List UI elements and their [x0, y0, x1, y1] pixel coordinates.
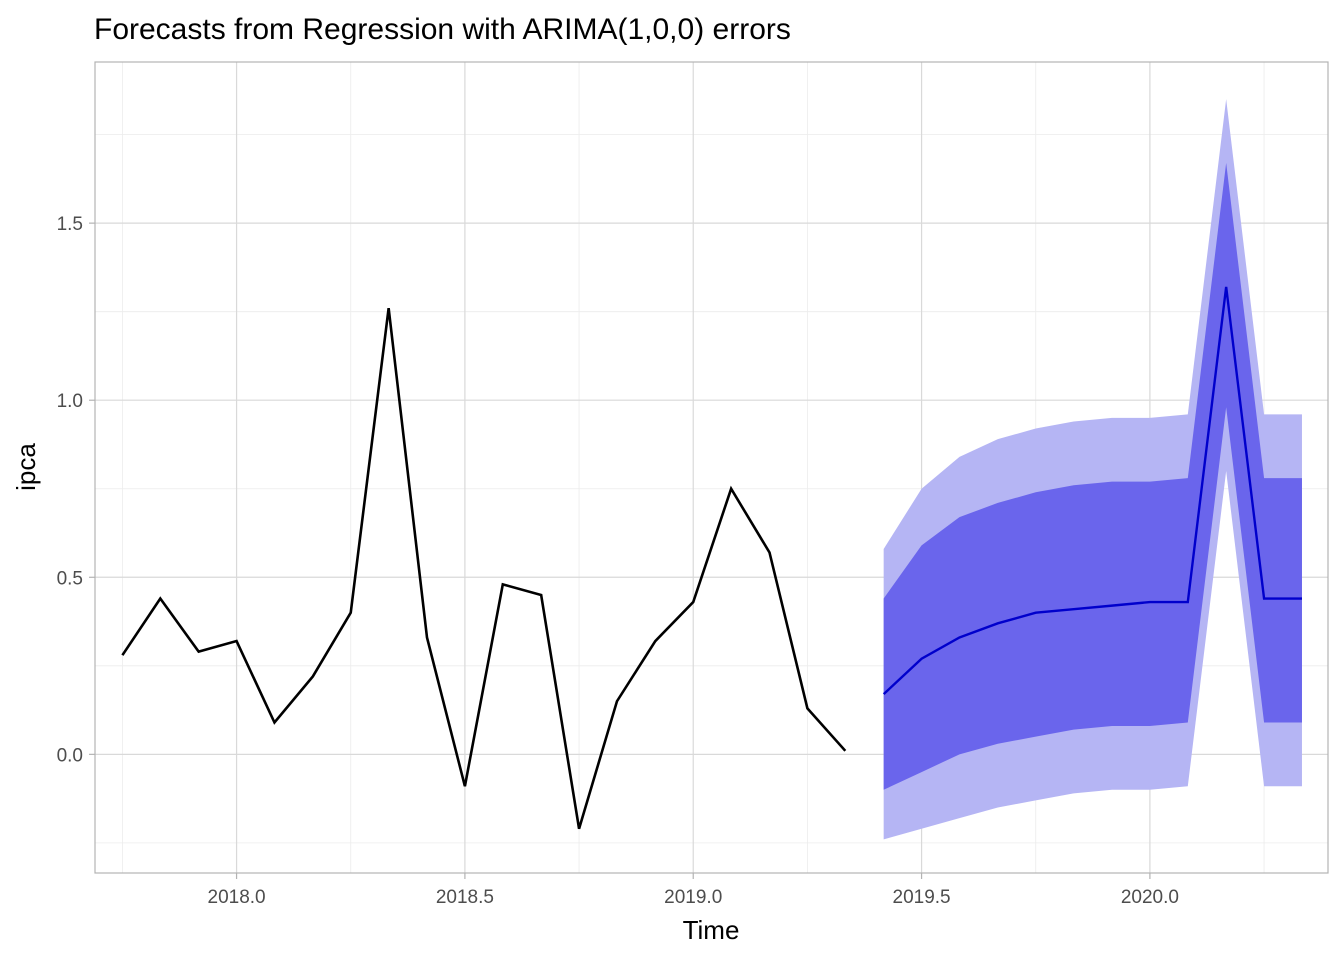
forecast-mean-line — [882, 286, 1302, 696]
x-tick-label: 2018.0 — [208, 887, 266, 908]
x-axis-ticks: 2018.0 2018.5 2019.0 2019.5 2020.0 — [208, 873, 1179, 908]
y-tick-label: 1.5 — [57, 214, 83, 235]
panel-border — [94, 61, 1329, 874]
forecast-band-80 — [883, 162, 1302, 790]
x-tick-label: 2018.5 — [436, 887, 494, 908]
y-axis-title: ipca — [11, 443, 41, 491]
x-axis-title: Time — [683, 915, 740, 945]
y-tick-label: 0.5 — [57, 568, 83, 589]
y-tick-label: 1.0 — [57, 391, 83, 412]
y-tick-label: 0.0 — [57, 745, 83, 766]
chart-title: Forecasts from Regression with ARIMA(1,0… — [94, 13, 791, 46]
observed-series-line — [121, 307, 847, 830]
x-tick-label: 2019.5 — [893, 887, 951, 908]
major-gridlines — [95, 62, 1328, 873]
plot-area — [121, 99, 1302, 840]
y-axis-ticks: 0.0 0.5 1.0 1.5 — [57, 214, 95, 766]
x-tick-label: 2019.0 — [664, 887, 722, 908]
x-tick-label: 2020.0 — [1121, 887, 1179, 908]
